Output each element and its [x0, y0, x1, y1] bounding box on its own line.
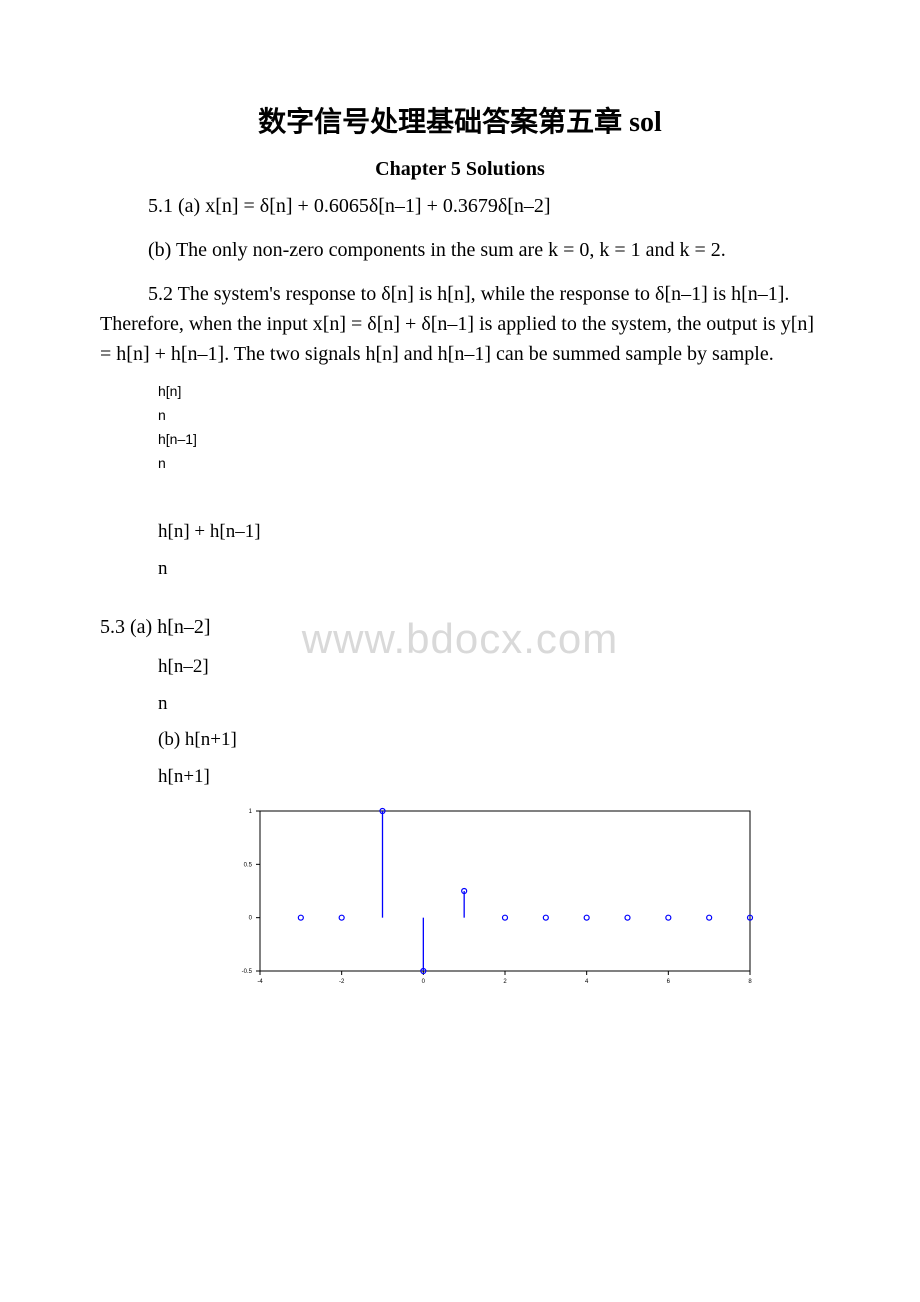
problem-5-1-b: (b) The only non-zero components in the … [100, 235, 820, 265]
problem-5-3-b: (b) h[n+1] [158, 727, 820, 754]
svg-text:0: 0 [249, 915, 253, 921]
problem-5-1-a: 5.1 (a) x[n] = δ[n] + 0.6065δ[n–1] + 0.3… [100, 191, 820, 221]
label-n-1: n [158, 407, 820, 423]
label-sum: h[n] + h[n–1] [158, 519, 820, 546]
svg-text:-0.5: -0.5 [242, 969, 253, 975]
label-n-4: n [158, 691, 820, 718]
svg-text:8: 8 [748, 979, 752, 985]
svg-text:6: 6 [667, 979, 671, 985]
document-title: 数字信号处理基础答案第五章 sol [100, 100, 820, 140]
label-hnp1: h[n+1] [158, 764, 820, 791]
svg-text:-4: -4 [257, 979, 263, 985]
stem-plot: -0.5 0 0.5 1 -4 -2 0 2 4 6 8 [220, 801, 760, 991]
svg-text:1: 1 [249, 809, 253, 815]
problem-5-2: 5.2 The system's response to δ[n] is h[n… [100, 279, 820, 369]
chapter-subtitle: Chapter 5 Solutions [100, 158, 820, 181]
label-hnm1: h[n–1] [158, 431, 820, 447]
label-n-3: n [158, 556, 820, 583]
problem-5-3-a: 5.3 (a) h[n–2] [100, 612, 820, 642]
chart-svg: -0.5 0 0.5 1 -4 -2 0 2 4 6 8 [220, 801, 760, 991]
svg-text:0: 0 [422, 979, 426, 985]
svg-text:0.5: 0.5 [244, 862, 253, 868]
svg-text:4: 4 [585, 979, 589, 985]
label-hnm2: h[n–2] [158, 654, 820, 681]
svg-text:2: 2 [503, 979, 507, 985]
label-n-2: n [158, 455, 820, 471]
svg-text:-2: -2 [339, 979, 345, 985]
label-hn: h[n] [158, 383, 820, 399]
